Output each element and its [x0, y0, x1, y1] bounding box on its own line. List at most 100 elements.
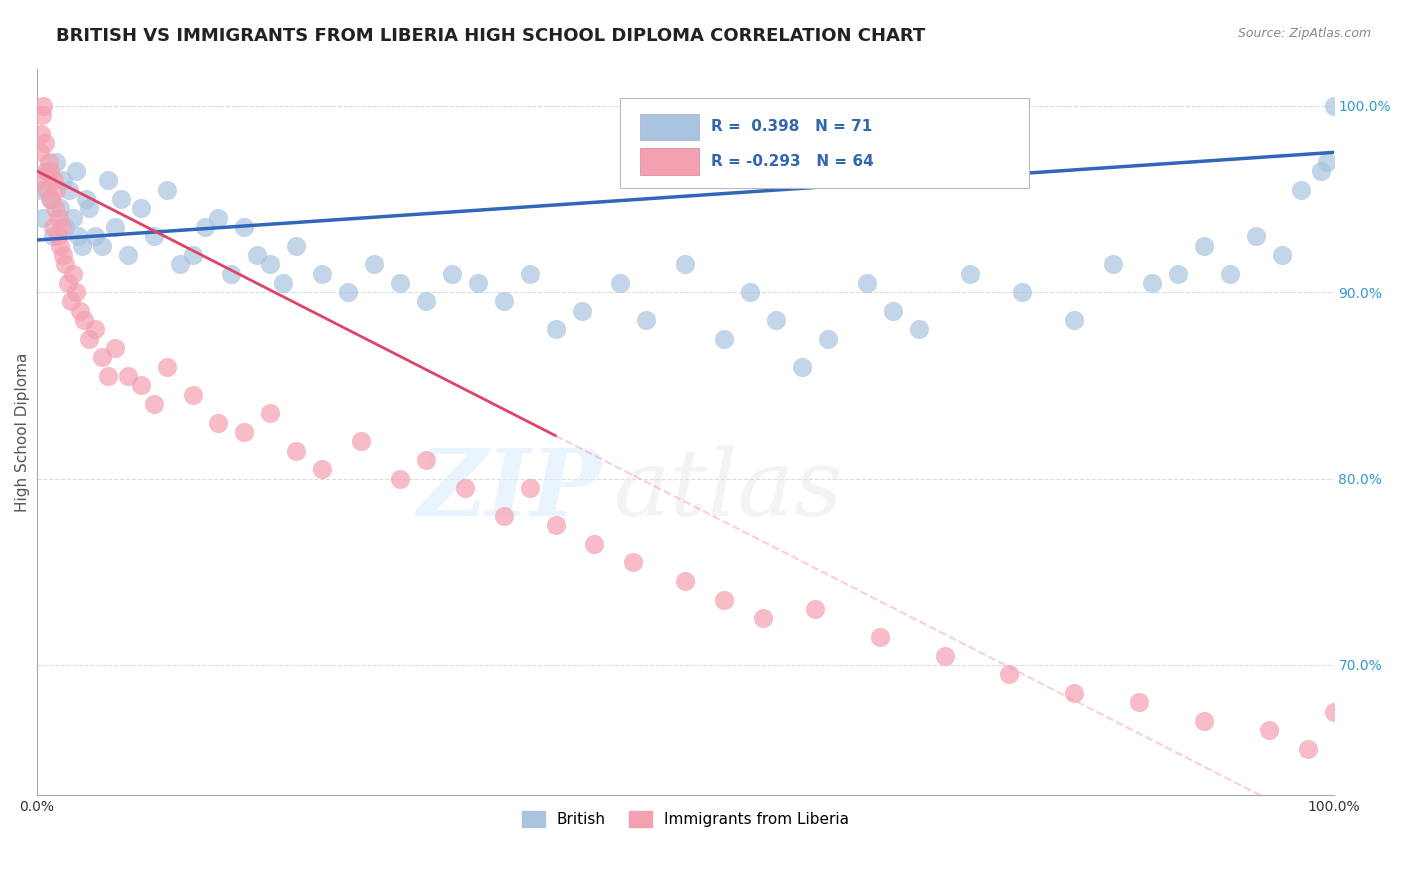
Point: [129, 202, 152, 216]
Point: [621, 556, 644, 570]
Point: [72, 313, 94, 327]
Point: [48, 211, 70, 225]
Legend: British, Immigrants from Liberia: British, Immigrants from Liberia: [515, 804, 856, 835]
Point: [1167, 267, 1189, 281]
Point: [142, 229, 165, 244]
Point: [45, 154, 67, 169]
Point: [1219, 267, 1241, 281]
Point: [1192, 238, 1215, 252]
Point: [37, 183, 59, 197]
Point: [38, 164, 60, 178]
Point: [56, 276, 79, 290]
Point: [97, 369, 120, 384]
Point: [673, 574, 696, 588]
Point: [259, 406, 281, 420]
Point: [104, 341, 127, 355]
Point: [65, 164, 87, 178]
Point: [1271, 248, 1294, 262]
Point: [544, 322, 567, 336]
Point: [181, 387, 204, 401]
Point: [1011, 285, 1033, 300]
Point: [713, 592, 735, 607]
Point: [27, 173, 49, 187]
Point: [77, 332, 100, 346]
Point: [142, 397, 165, 411]
Y-axis label: High School Diploma: High School Diploma: [15, 352, 30, 512]
Point: [77, 202, 100, 216]
Point: [75, 192, 97, 206]
Point: [636, 313, 658, 327]
Point: [583, 537, 606, 551]
Point: [44, 202, 66, 216]
Text: atlas: atlas: [614, 445, 844, 535]
Point: [350, 434, 373, 449]
Point: [41, 229, 63, 244]
Point: [169, 257, 191, 271]
Point: [97, 173, 120, 187]
Point: [363, 257, 385, 271]
Point: [39, 192, 62, 206]
Point: [104, 219, 127, 234]
Point: [117, 369, 139, 384]
Point: [55, 219, 77, 234]
Point: [129, 378, 152, 392]
Text: BRITISH VS IMMIGRANTS FROM LIBERIA HIGH SCHOOL DIPLOMA CORRELATION CHART: BRITISH VS IMMIGRANTS FROM LIBERIA HIGH …: [56, 27, 925, 45]
Point: [46, 229, 69, 244]
Point: [259, 257, 281, 271]
Point: [58, 183, 80, 197]
Point: [62, 211, 84, 225]
Point: [59, 294, 82, 309]
Point: [90, 351, 112, 365]
Point: [817, 332, 839, 346]
Point: [233, 425, 256, 439]
Point: [544, 518, 567, 533]
Point: [337, 285, 360, 300]
FancyBboxPatch shape: [640, 113, 700, 140]
Point: [440, 267, 463, 281]
Point: [194, 219, 217, 234]
Point: [907, 322, 929, 336]
Point: [311, 267, 333, 281]
Point: [1322, 705, 1344, 719]
Point: [32, 211, 55, 225]
Point: [673, 257, 696, 271]
Point: [90, 238, 112, 252]
Point: [55, 257, 77, 271]
Point: [415, 453, 437, 467]
Point: [882, 303, 904, 318]
Point: [52, 248, 75, 262]
Point: [117, 248, 139, 262]
Point: [37, 164, 59, 178]
Point: [246, 248, 269, 262]
Point: [285, 238, 308, 252]
Text: Source: ZipAtlas.com: Source: ZipAtlas.com: [1237, 27, 1371, 40]
Point: [1102, 257, 1125, 271]
Point: [519, 481, 541, 495]
Point: [62, 267, 84, 281]
Point: [713, 332, 735, 346]
Point: [30, 127, 52, 141]
Point: [45, 183, 67, 197]
Text: R = -0.293   N = 64: R = -0.293 N = 64: [711, 154, 875, 169]
Point: [207, 416, 229, 430]
Point: [571, 303, 593, 318]
Point: [84, 229, 107, 244]
Point: [49, 202, 72, 216]
Point: [207, 211, 229, 225]
Point: [467, 276, 489, 290]
Point: [67, 229, 90, 244]
Point: [492, 294, 515, 309]
Point: [38, 192, 60, 206]
Point: [221, 267, 243, 281]
Text: R =  0.398   N = 71: R = 0.398 N = 71: [711, 120, 872, 134]
Point: [998, 667, 1021, 681]
Point: [415, 294, 437, 309]
Point: [34, 136, 56, 150]
Point: [30, 183, 52, 197]
Point: [181, 248, 204, 262]
Point: [1244, 229, 1267, 244]
Point: [519, 267, 541, 281]
Point: [72, 238, 94, 252]
Point: [49, 238, 72, 252]
FancyBboxPatch shape: [620, 97, 1029, 188]
